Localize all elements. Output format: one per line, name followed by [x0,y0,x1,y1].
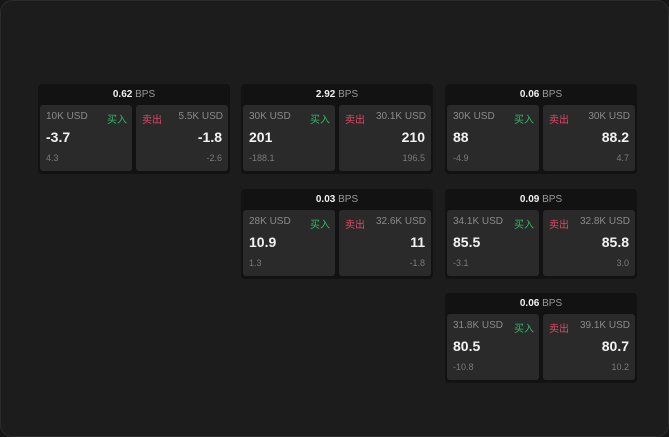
spread-value: 0.06 [519,298,540,309]
buy-size: 30K USD [249,111,291,122]
buy-change: -3.1 [453,258,469,268]
sell-price: 210 [401,129,425,145]
buy-price: 80.5 [453,338,481,354]
sell-change: 196.5 [402,153,425,163]
buy-label: 买入 [514,220,534,231]
buy-label: 买入 [514,324,534,335]
buy-button[interactable]: 31.8K USD 买入 80.5 -10.8 [447,314,539,380]
spread-unit: BPS [135,89,156,100]
sell-button[interactable]: 卖出 32.8K USD 85.8 3.0 [543,210,635,276]
sell-label: 卖出 [549,324,569,335]
buy-size: 28K USD [249,216,291,227]
sell-size: 30K USD [588,111,630,122]
sell-button[interactable]: 卖出 30.1K USD 210 196.5 [339,105,431,171]
sell-price: 11 [410,234,425,250]
sell-change: 10.2 [611,362,629,372]
spread-value: 0.03 [315,194,336,205]
spread-unit: BPS [542,298,563,309]
sell-change: 3.0 [616,258,629,268]
sell-label: 卖出 [345,220,365,231]
buy-label: 买入 [310,220,330,231]
sell-price: 80.7 [601,338,629,354]
sell-label: 卖出 [142,115,162,126]
sell-label: 卖出 [345,115,365,126]
buy-change: 4.3 [46,153,59,163]
quote-card: 0.03 BPS 28K USD 买入 10.9 1.3 卖出 32.6K USD … [241,189,433,279]
buy-price: 201 [249,129,273,145]
buy-price: 85.5 [453,234,481,250]
spread-header: 0.09 BPS [445,189,637,210]
sell-price: -1.8 [197,129,222,145]
sell-change: -1.8 [409,258,425,268]
sell-label: 卖出 [549,220,569,231]
buy-change: -10.8 [453,362,474,372]
quote-card: 0.06 BPS 30K USD 买入 88 -4.9 卖出 30K USD 88.… [445,84,637,174]
buy-button[interactable]: 28K USD 买入 10.9 1.3 [243,210,335,276]
buy-label: 买入 [514,115,534,126]
sell-button[interactable]: 卖出 32.6K USD 11 -1.8 [339,210,431,276]
buy-button[interactable]: 34.1K USD 买入 85.5 -3.1 [447,210,539,276]
sell-size: 39.1K USD [579,320,630,331]
sell-button[interactable]: 卖出 30K USD 88.2 4.7 [543,105,635,171]
quote-card: 2.92 BPS 30K USD 买入 201 -188.1 卖出 30.1K US… [241,84,433,174]
spread-value: 2.92 [315,89,336,100]
spread-value: 0.06 [519,89,540,100]
quote-card: 0.09 BPS 34.1K USD 买入 85.5 -3.1 卖出 32.8K U… [445,189,637,279]
spread-header: 0.06 BPS [445,84,637,105]
quote-card: 0.06 BPS 31.8K USD 买入 80.5 -10.8 卖出 39.1K … [445,293,637,383]
buy-button[interactable]: 30K USD 买入 201 -188.1 [243,105,335,171]
spread-header: 0.62 BPS [38,84,230,105]
sell-button[interactable]: 卖出 39.1K USD 80.7 10.2 [543,314,635,380]
buy-size: 31.8K USD [453,320,504,331]
sell-size: 30.1K USD [375,111,426,122]
sell-size: 32.8K USD [579,216,630,227]
spread-unit: BPS [338,89,359,100]
buy-button[interactable]: 10K USD 买入 -3.7 4.3 [40,105,132,171]
spread-value: 0.09 [519,194,540,205]
sell-size: 32.6K USD [375,216,426,227]
spread-value: 0.62 [112,89,133,100]
sell-change: 4.7 [616,153,629,163]
buy-label: 买入 [310,115,330,126]
sell-button[interactable]: 卖出 5.5K USD -1.8 -2.6 [136,105,228,171]
sell-price: 85.8 [601,234,629,250]
sell-label: 卖出 [549,115,569,126]
spread-header: 0.03 BPS [241,189,433,210]
quote-card: 0.62 BPS 10K USD 买入 -3.7 4.3 卖出 5.5K USD -… [38,84,230,174]
buy-button[interactable]: 30K USD 买入 88 -4.9 [447,105,539,171]
buy-change: -4.9 [453,153,469,163]
buy-price: 10.9 [249,234,277,250]
sell-size: 5.5K USD [178,111,223,122]
spread-header: 0.06 BPS [445,293,637,314]
buy-size: 10K USD [46,111,88,122]
buy-size: 30K USD [453,111,495,122]
spread-header: 2.92 BPS [241,84,433,105]
buy-change: -188.1 [249,153,275,163]
spread-unit: BPS [542,194,563,205]
sell-price: 88.2 [601,129,629,145]
buy-size: 34.1K USD [453,216,504,227]
buy-price: 88 [453,129,469,145]
buy-label: 买入 [107,115,127,126]
sell-change: -2.6 [206,153,222,163]
buy-change: 1.3 [249,258,262,268]
spread-unit: BPS [542,89,563,100]
buy-price: -3.7 [46,129,71,145]
spread-unit: BPS [338,194,359,205]
